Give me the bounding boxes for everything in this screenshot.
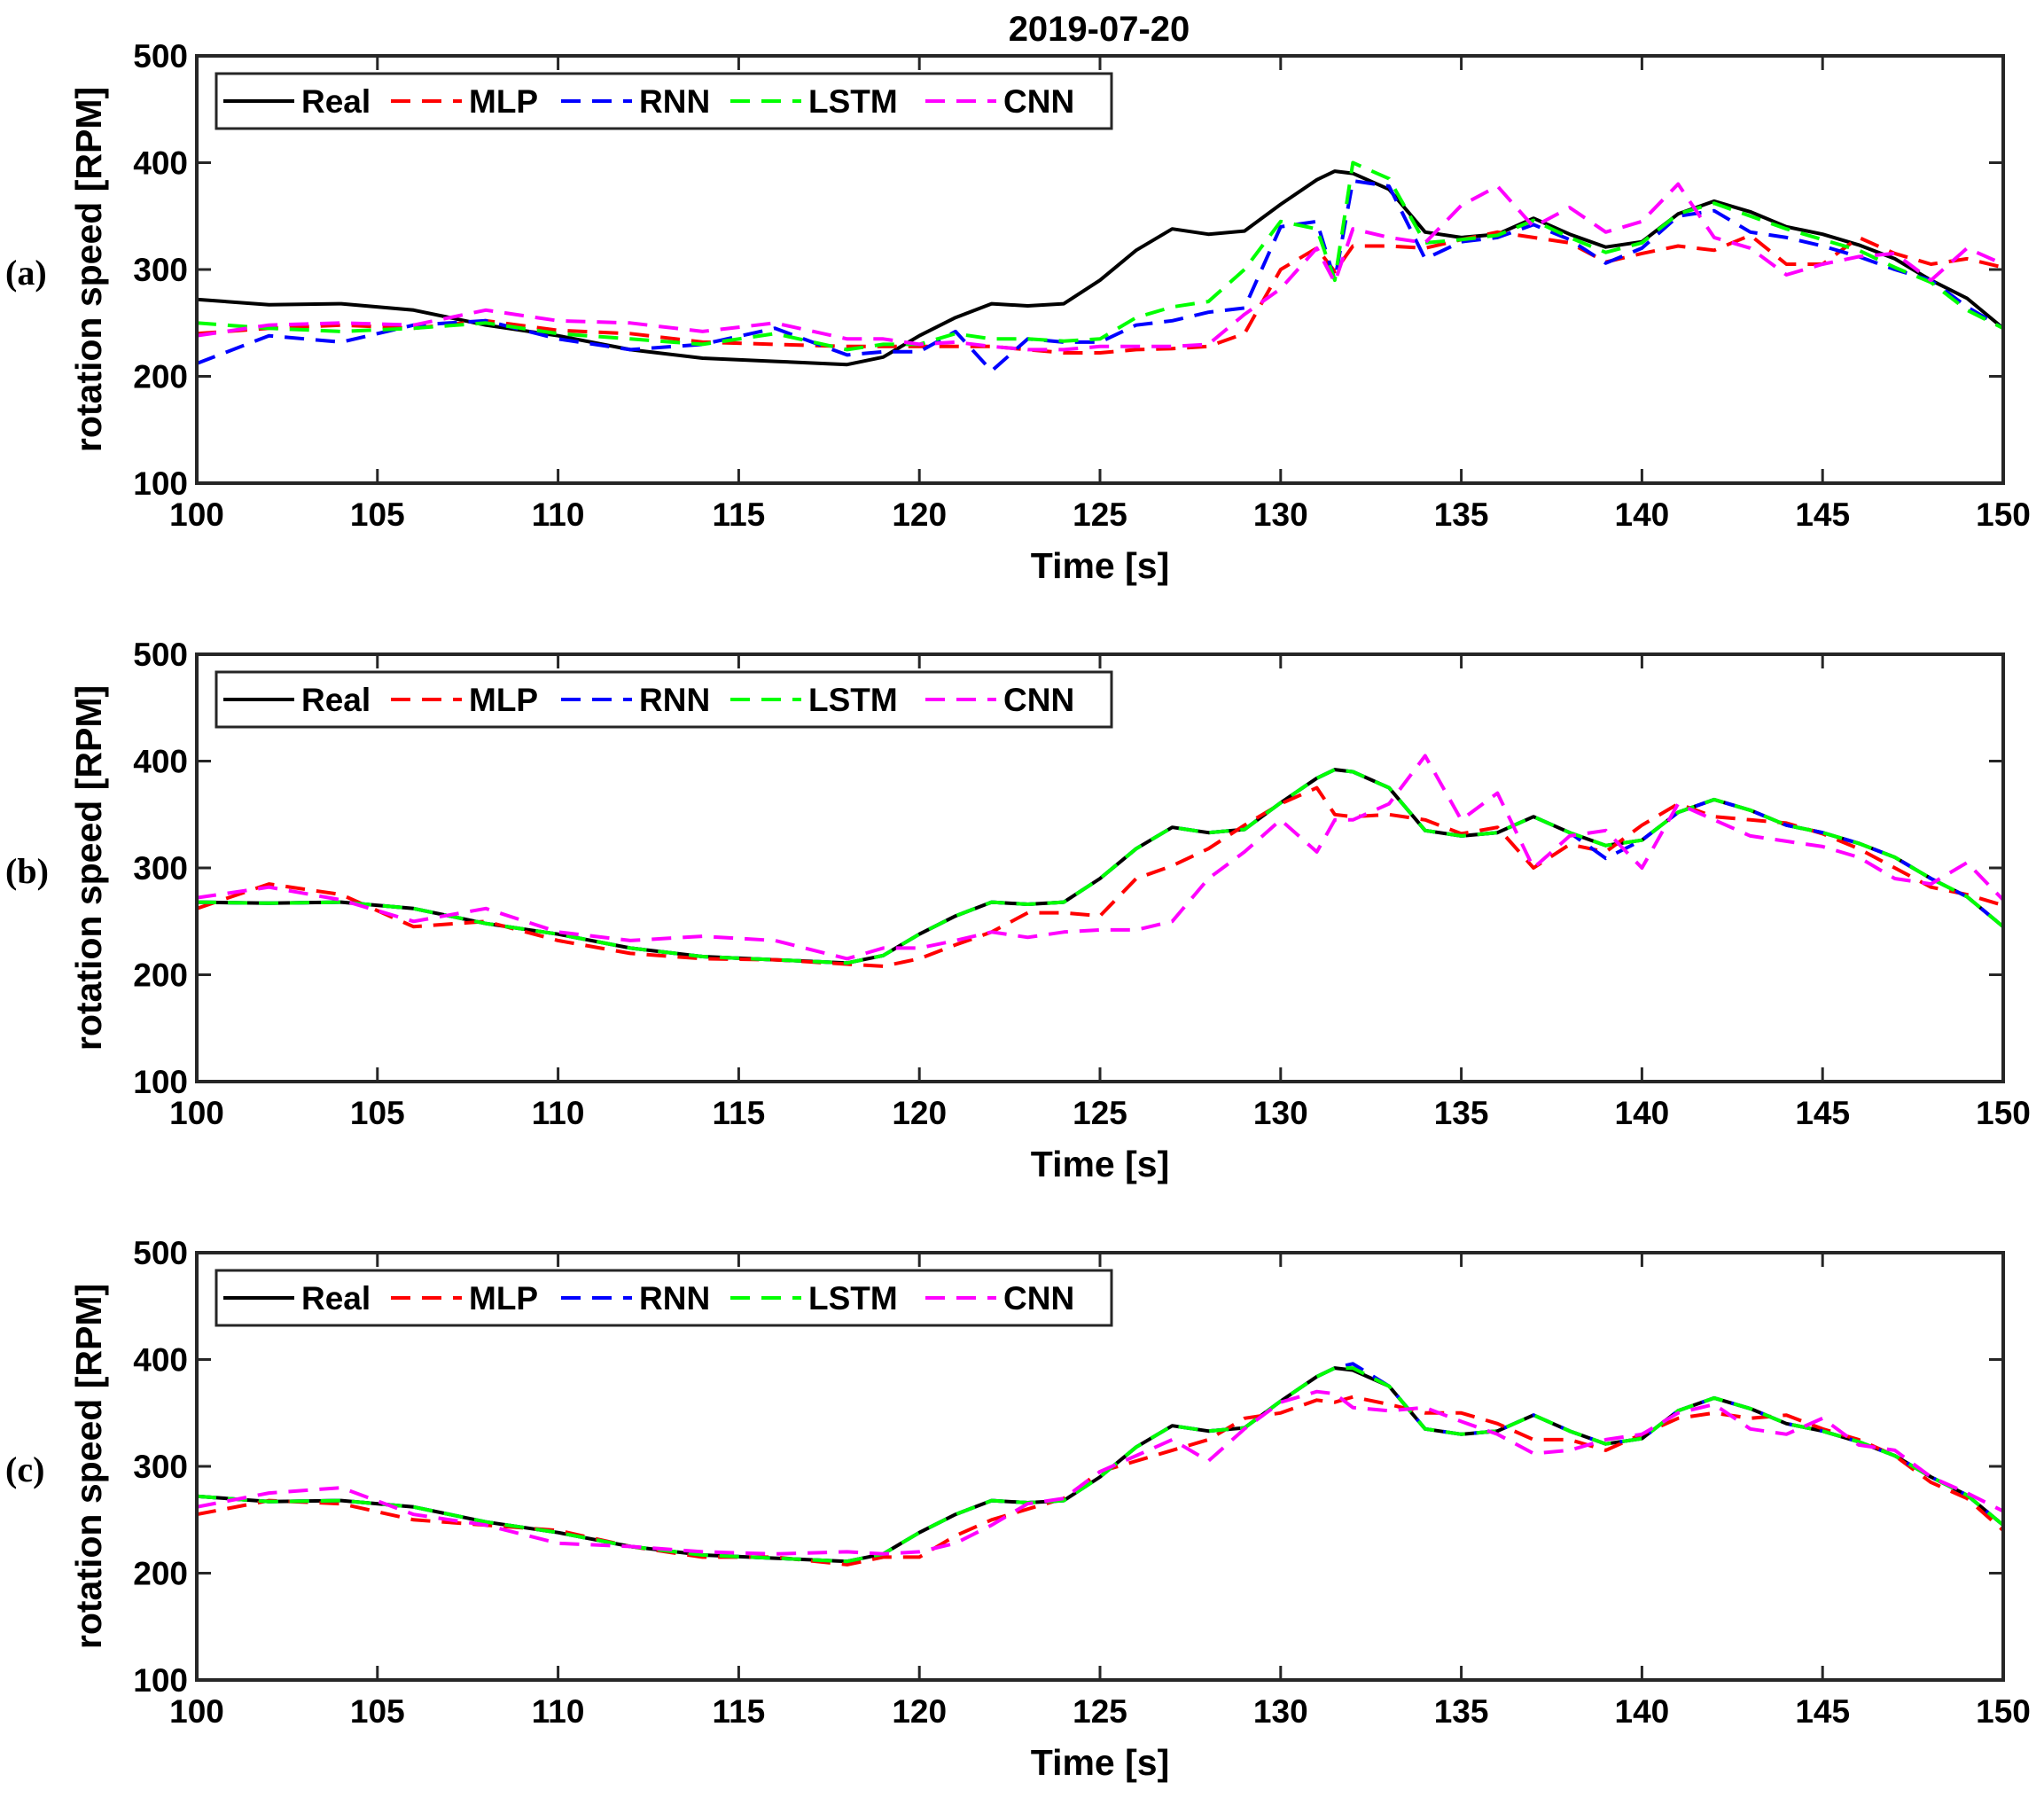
x-tick-label: 130 <box>1253 1095 1308 1131</box>
legend: Real MLP RNN LSTM CNN <box>215 72 1113 130</box>
x-tick-label: 145 <box>1795 496 1850 533</box>
x-tick-label: 110 <box>532 1095 585 1131</box>
y-tick-label: 200 <box>133 1556 188 1592</box>
legend-label-real: Real <box>301 1280 371 1317</box>
legend-label-rnn: RNN <box>639 83 710 120</box>
legend-label-mlp: MLP <box>469 682 538 718</box>
y-tick-label: 300 <box>133 850 188 887</box>
x-tick-label: 125 <box>1073 1095 1127 1131</box>
x-tick-label: 115 <box>713 1693 766 1730</box>
x-tick-label: 100 <box>169 1095 224 1131</box>
x-tick-label: 135 <box>1434 496 1489 533</box>
x-tick-label: 120 <box>892 1693 947 1730</box>
series-line-lstm <box>197 768 2003 965</box>
x-axis-label: Time [s] <box>1031 545 1169 586</box>
series-line-mlp <box>197 785 2003 968</box>
legend-label-lstm: LSTM <box>808 682 898 718</box>
panel-2: 100 105 110 115 120 125 130 135 140 145 150 100 200 3… <box>5 637 2031 1184</box>
y-tick-label: 100 <box>133 1064 188 1100</box>
y-tick-label: 100 <box>133 1662 188 1699</box>
x-tick-label: 100 <box>169 1693 224 1730</box>
legend: Real MLP RNN LSTM CNN <box>215 1269 1113 1327</box>
panel-1: 100 105 110 115 120 125 130 135 140 145 150 100 200 3… <box>5 38 2031 586</box>
x-tick-label: 150 <box>1976 1095 2031 1131</box>
legend-label-real: Real <box>301 682 371 718</box>
legend-label-cnn: CNN <box>1003 83 1074 120</box>
y-tick-label: 500 <box>133 637 188 673</box>
legend-label-rnn: RNN <box>639 682 710 718</box>
legend-label-cnn: CNN <box>1003 682 1074 718</box>
series-line-cnn <box>197 754 2003 961</box>
y-tick-label: 100 <box>133 465 188 502</box>
x-tick-label: 120 <box>892 1095 947 1131</box>
y-tick-label: 500 <box>133 1235 188 1271</box>
series-line-cnn <box>197 182 2003 352</box>
x-axis-label: Time [s] <box>1031 1144 1169 1184</box>
y-axis-label: rotation speed [RPM] <box>68 1284 109 1649</box>
panel-3: 100 105 110 115 120 125 130 135 140 145 150 100 200 3… <box>5 1235 2031 1783</box>
x-tick-label: 135 <box>1434 1095 1489 1131</box>
y-tick-label: 400 <box>133 145 188 182</box>
y-tick-label: 500 <box>133 38 188 74</box>
x-tick-label: 135 <box>1434 1693 1489 1730</box>
legend: Real MLP RNN LSTM CNN <box>215 670 1113 729</box>
y-tick-label: 400 <box>133 744 188 780</box>
x-tick-label: 140 <box>1615 496 1670 533</box>
x-tick-label: 110 <box>532 496 585 533</box>
series-line-mlp <box>197 230 2003 355</box>
y-tick-label: 200 <box>133 359 188 395</box>
x-tick-label: 145 <box>1795 1693 1850 1730</box>
x-tick-label: 105 <box>350 1693 405 1730</box>
panel-label: (a) <box>5 253 47 293</box>
x-tick-label: 130 <box>1253 496 1308 533</box>
y-tick-label: 300 <box>133 1449 188 1485</box>
figure-title: 2019-07-20 <box>1009 10 1190 49</box>
x-tick-label: 100 <box>169 496 224 533</box>
x-tick-label: 120 <box>892 496 947 533</box>
legend-label-rnn: RNN <box>639 1280 710 1317</box>
x-tick-label: 110 <box>532 1693 585 1730</box>
panel-label: (b) <box>5 851 49 891</box>
x-tick-label: 115 <box>713 496 766 533</box>
x-tick-label: 140 <box>1615 1095 1670 1131</box>
legend-label-lstm: LSTM <box>808 83 898 120</box>
x-tick-label: 130 <box>1253 1693 1308 1730</box>
legend-label-real: Real <box>301 83 371 120</box>
x-tick-label: 125 <box>1073 1693 1127 1730</box>
y-tick-label: 300 <box>133 252 188 288</box>
x-tick-label: 115 <box>713 1095 766 1131</box>
x-tick-label: 150 <box>1976 1693 2031 1730</box>
series-line-lstm <box>197 160 2003 352</box>
legend-label-lstm: LSTM <box>808 1280 898 1317</box>
x-tick-label: 125 <box>1073 496 1127 533</box>
series-line-real <box>197 169 2003 367</box>
y-axis-label: rotation speed [RPM] <box>68 87 109 452</box>
x-tick-label: 150 <box>1976 496 2031 533</box>
legend-label-mlp: MLP <box>469 83 538 120</box>
panel-label: (c) <box>5 1449 44 1489</box>
series-line-rnn <box>197 179 2003 373</box>
series-line-cnn <box>197 1389 2003 1556</box>
x-tick-label: 140 <box>1615 1693 1670 1730</box>
y-axis-label: rotation speed [RPM] <box>68 685 109 1051</box>
series-line-mlp <box>197 1395 2003 1567</box>
x-tick-label: 145 <box>1795 1095 1850 1131</box>
x-tick-label: 105 <box>350 1095 405 1131</box>
y-tick-label: 400 <box>133 1342 188 1379</box>
x-axis-label: Time [s] <box>1031 1742 1169 1783</box>
y-tick-label: 200 <box>133 957 188 994</box>
legend-label-cnn: CNN <box>1003 1280 1074 1317</box>
legend-label-mlp: MLP <box>469 1280 538 1317</box>
x-tick-label: 105 <box>350 496 405 533</box>
